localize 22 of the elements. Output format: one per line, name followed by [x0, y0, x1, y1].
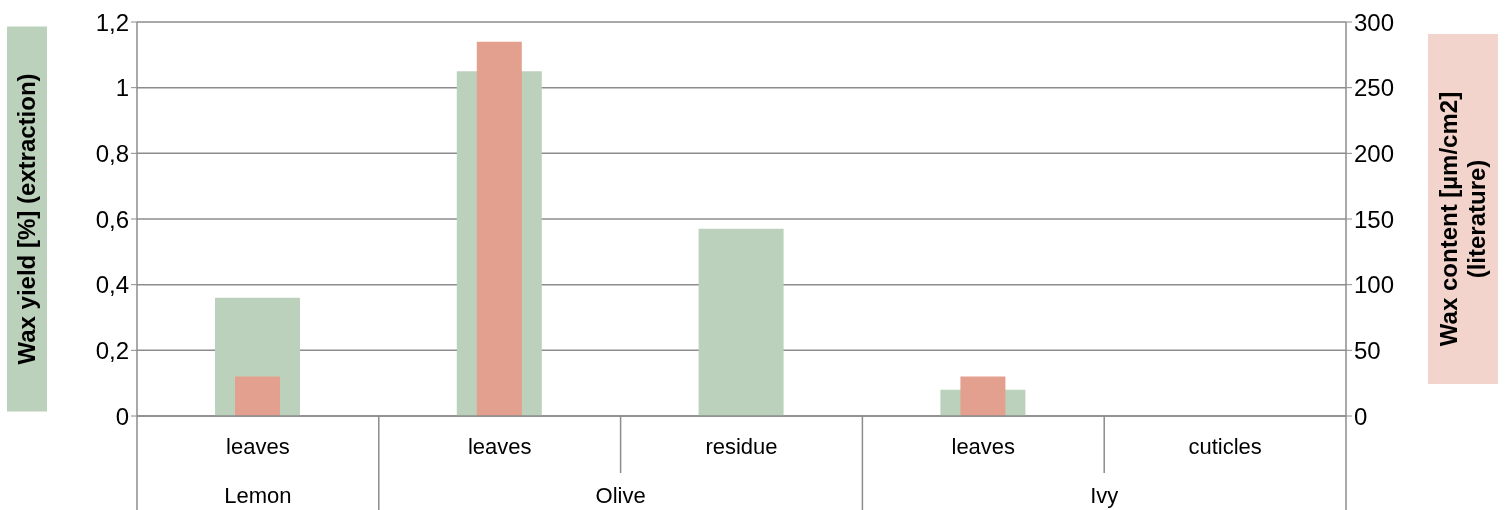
x-tick-label: leaves — [951, 433, 1016, 459]
y2-tick-label: 250 — [1354, 74, 1395, 102]
y2-tick-label: 150 — [1354, 205, 1395, 233]
y2-tick-label: 50 — [1354, 336, 1381, 364]
y-tick-label: 0 — [115, 402, 129, 430]
y-axis-title: Wax yield [%] (extraction) — [13, 73, 40, 365]
y-tick-label: 0,8 — [95, 139, 129, 167]
y-tick-label: 0,6 — [95, 205, 129, 233]
x-tick-label: leaves — [467, 433, 532, 459]
x-tick-label: cuticles — [1188, 433, 1262, 459]
y-tick-label: 0,4 — [95, 271, 129, 299]
y2-axis-title: Wax content [µm/cm2] (literature) — [1435, 91, 1490, 347]
y2-tick-label: 100 — [1354, 271, 1395, 299]
y2-tick-label: 0 — [1354, 402, 1368, 430]
x-tick-label: residue — [705, 433, 778, 459]
y2-tick-label: 200 — [1354, 139, 1395, 167]
y-tick-label: 1,2 — [95, 8, 129, 36]
y-tick-label: 1 — [115, 74, 129, 102]
bar — [698, 228, 784, 416]
y-tick-label: 0,2 — [95, 336, 129, 364]
y2-tick-label: 300 — [1354, 8, 1395, 36]
x-tick-label: leaves — [226, 433, 290, 459]
